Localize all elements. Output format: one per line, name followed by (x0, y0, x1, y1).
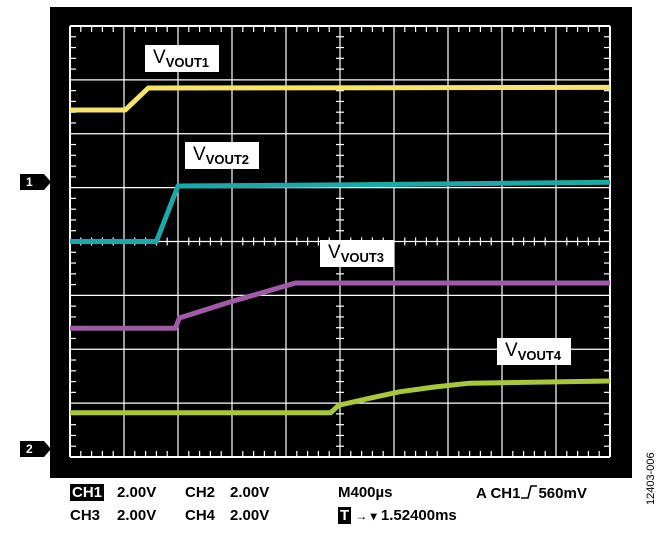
ch2-scale: 2.00V (230, 484, 270, 501)
ch4-scale: 2.00V (230, 507, 270, 524)
trace-vout1 (70, 84, 611, 113)
rising-edge-icon (521, 485, 538, 499)
label-vout1: VVOUT1 (145, 45, 220, 72)
label-vout2: VVOUT2 (185, 142, 260, 169)
channel-2-ground-marker: 2 (20, 441, 44, 457)
trace-vout3 (70, 280, 610, 331)
channel-1-ground-marker: 1 (20, 174, 44, 190)
ch3-scale: 2.00V (117, 507, 157, 524)
ch1-scale: 2.00V (117, 484, 157, 501)
ch1-label: CH1 (70, 484, 105, 501)
figure-id: 12403-006 (645, 452, 657, 505)
label-vout3: VVOUT3 (320, 240, 395, 267)
label-vout4: VVOUT4 (497, 338, 572, 365)
trace-vout4 (70, 378, 611, 416)
timebase: M400µs (338, 484, 393, 501)
marker-arrow-icon (44, 174, 51, 190)
ch2-label: CH2 (185, 484, 216, 501)
trace-vout2 (70, 179, 611, 244)
trigger-position: T → ▾ 1.52400ms (338, 507, 457, 524)
ch3-label: CH3 (70, 507, 101, 524)
ch4-label: CH4 (185, 507, 216, 524)
trigger-source: A CH1 560mV (476, 485, 587, 502)
marker-arrow-icon (44, 441, 51, 457)
